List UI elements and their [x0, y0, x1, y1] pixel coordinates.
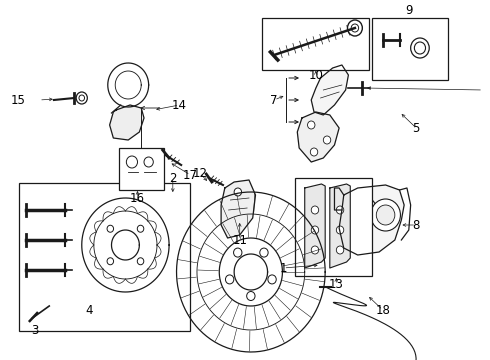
Text: 14: 14 [172, 99, 187, 112]
Circle shape [107, 258, 114, 265]
Circle shape [347, 196, 377, 228]
Text: 12: 12 [192, 166, 207, 180]
Polygon shape [330, 184, 350, 268]
Text: 2: 2 [169, 171, 176, 185]
Text: 16: 16 [130, 192, 145, 204]
Polygon shape [297, 112, 339, 162]
Circle shape [347, 20, 362, 36]
Text: 1: 1 [280, 261, 287, 274]
Text: 9: 9 [405, 4, 413, 17]
Circle shape [311, 226, 318, 234]
Circle shape [126, 156, 138, 168]
Text: 7: 7 [270, 94, 278, 107]
Text: 8: 8 [413, 219, 420, 231]
Circle shape [351, 24, 359, 32]
Text: 6: 6 [489, 84, 490, 96]
Circle shape [308, 121, 315, 129]
Circle shape [76, 92, 87, 104]
Text: 3: 3 [32, 324, 39, 337]
Polygon shape [339, 185, 404, 255]
Text: 18: 18 [375, 303, 390, 316]
Bar [371, 18, 448, 80]
Text: 4: 4 [85, 303, 93, 316]
Circle shape [311, 246, 318, 254]
Circle shape [336, 206, 344, 214]
Circle shape [323, 136, 331, 144]
Text: 13: 13 [329, 279, 344, 292]
Circle shape [336, 246, 344, 254]
Bar [295, 178, 371, 276]
Polygon shape [305, 184, 325, 268]
Circle shape [234, 188, 242, 196]
Circle shape [79, 95, 85, 101]
Polygon shape [221, 180, 255, 238]
Circle shape [411, 38, 429, 58]
Polygon shape [110, 105, 144, 140]
Circle shape [376, 205, 395, 225]
Circle shape [225, 275, 234, 284]
Circle shape [260, 248, 268, 257]
Text: 5: 5 [413, 122, 420, 135]
Circle shape [144, 157, 153, 167]
Text: 15: 15 [11, 94, 26, 107]
Circle shape [415, 42, 425, 54]
Polygon shape [311, 65, 348, 115]
Circle shape [310, 148, 318, 156]
Circle shape [353, 202, 371, 222]
Circle shape [336, 226, 344, 234]
Circle shape [137, 225, 144, 232]
Circle shape [311, 206, 318, 214]
Text: 17: 17 [183, 168, 198, 181]
Circle shape [234, 248, 242, 257]
Circle shape [137, 258, 144, 265]
Text: 11: 11 [232, 234, 247, 247]
Bar [19, 183, 191, 331]
Circle shape [246, 292, 255, 301]
Circle shape [371, 199, 400, 231]
Circle shape [107, 225, 114, 232]
Text: 10: 10 [308, 68, 323, 81]
Circle shape [268, 275, 276, 284]
Bar [262, 18, 369, 70]
Bar [119, 148, 164, 190]
